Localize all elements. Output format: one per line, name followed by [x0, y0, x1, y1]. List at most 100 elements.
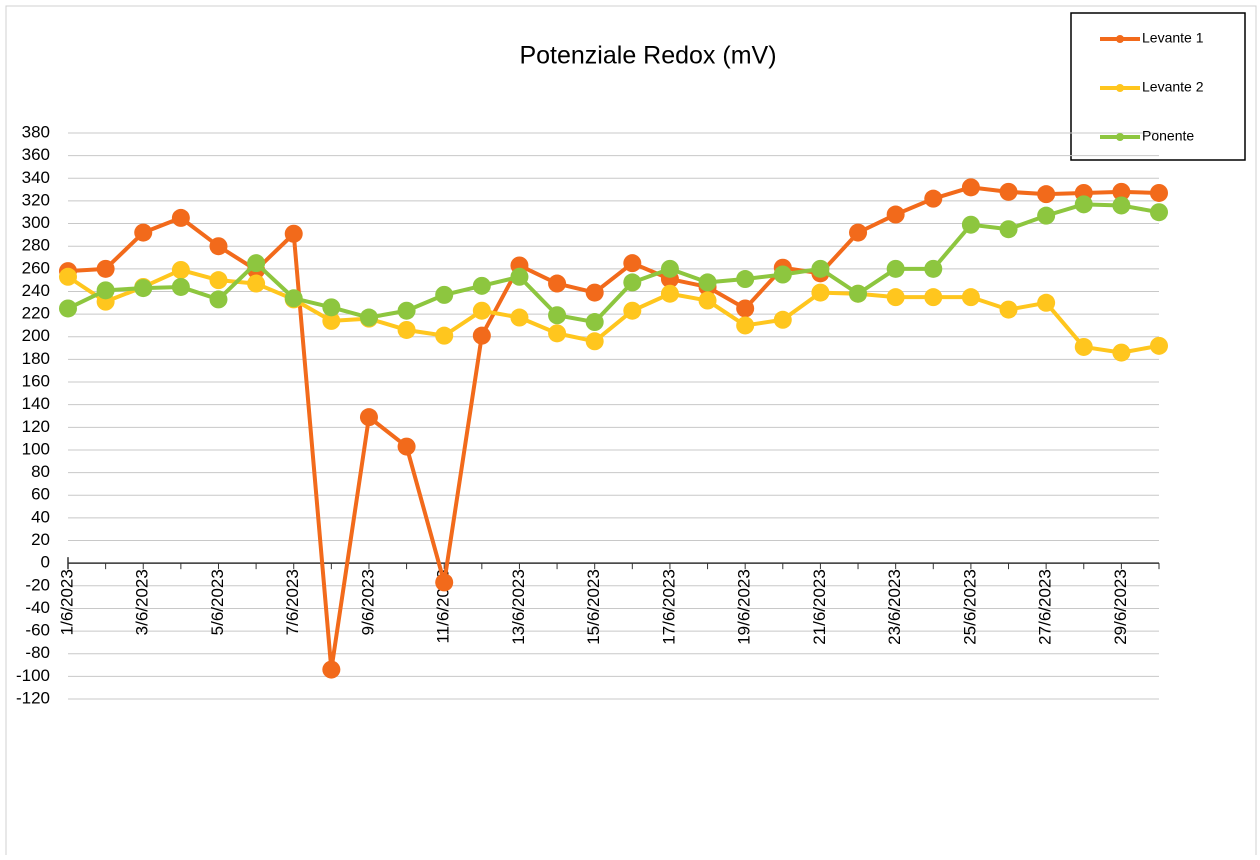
y-tick-label: 140	[22, 394, 50, 413]
data-point	[736, 270, 755, 289]
data-point	[548, 324, 567, 343]
y-tick-label: 360	[22, 145, 50, 164]
data-point	[698, 291, 717, 310]
x-tick-label: 23/6/2023	[885, 569, 904, 645]
data-point	[886, 205, 905, 224]
y-tick-label: 300	[22, 213, 50, 232]
y-tick-label: -60	[25, 621, 50, 640]
y-tick-label: 320	[22, 190, 50, 209]
y-tick-label: -40	[25, 598, 50, 617]
data-point	[623, 273, 642, 292]
data-point	[472, 326, 491, 345]
data-point	[924, 189, 943, 208]
x-tick-label: 9/6/2023	[358, 569, 377, 635]
data-point	[284, 224, 303, 243]
data-point	[134, 279, 153, 298]
data-point	[171, 277, 190, 296]
y-tick-label: 280	[22, 236, 50, 255]
data-point	[1112, 182, 1131, 201]
legend-label: Levante 1	[1142, 30, 1204, 46]
x-tick-label: 29/6/2023	[1111, 569, 1130, 645]
data-point	[698, 273, 717, 292]
data-point	[999, 300, 1018, 319]
data-point	[999, 220, 1018, 239]
chart-title: Potenziale Redox (mV)	[519, 42, 776, 70]
data-point	[96, 259, 115, 278]
legend-label: Ponente	[1142, 128, 1194, 144]
y-tick-label: -120	[16, 688, 50, 707]
y-tick-label: 0	[41, 553, 50, 572]
legend-label: Levante 2	[1142, 79, 1204, 95]
data-point	[1150, 183, 1168, 202]
legend-marker	[1116, 84, 1124, 92]
x-tick-label: 1/6/2023	[57, 569, 76, 635]
data-point	[811, 283, 830, 302]
data-point	[1037, 185, 1056, 204]
y-tick-label: 160	[22, 372, 50, 391]
data-point	[1112, 196, 1131, 215]
data-point	[96, 281, 115, 300]
data-point	[1150, 203, 1168, 222]
data-point	[209, 237, 228, 256]
y-tick-label: 20	[31, 530, 50, 549]
data-point	[171, 208, 190, 227]
data-point	[59, 299, 77, 318]
data-point	[435, 573, 454, 592]
data-point	[849, 284, 868, 303]
x-tick-label: 7/6/2023	[283, 569, 302, 635]
y-tick-label: 180	[22, 349, 50, 368]
data-point	[1112, 343, 1131, 362]
data-point	[397, 320, 416, 339]
data-point	[247, 274, 266, 293]
y-tick-label: -80	[25, 643, 50, 662]
data-point	[209, 271, 228, 290]
data-point	[1074, 337, 1093, 356]
data-point	[322, 660, 341, 679]
y-tick-label: 380	[22, 122, 50, 141]
y-tick-label: 120	[22, 417, 50, 436]
x-tick-label: 21/6/2023	[810, 569, 829, 645]
data-point	[359, 408, 378, 427]
data-point	[322, 298, 341, 317]
y-tick-label: 240	[22, 281, 50, 300]
data-point	[247, 254, 266, 273]
data-point	[585, 283, 604, 302]
data-point	[961, 288, 980, 307]
data-point	[397, 437, 416, 456]
data-point	[924, 288, 943, 307]
data-point	[849, 223, 868, 242]
legend-marker	[1116, 133, 1124, 141]
x-tick-label: 17/6/2023	[659, 569, 678, 645]
data-point	[961, 178, 980, 197]
data-point	[736, 299, 755, 318]
x-tick-label: 25/6/2023	[960, 569, 979, 645]
data-point	[623, 301, 642, 320]
data-point	[1037, 206, 1056, 225]
data-point	[660, 284, 679, 303]
x-tick-label: 13/6/2023	[509, 569, 528, 645]
data-point	[284, 289, 303, 308]
y-tick-label: 100	[22, 439, 50, 458]
y-tick-label: 260	[22, 258, 50, 277]
data-point	[209, 290, 228, 309]
data-point	[472, 301, 491, 320]
data-point	[623, 254, 642, 273]
data-point	[134, 223, 153, 242]
chart-frame	[5, 5, 1257, 860]
data-point	[736, 316, 755, 335]
y-tick-label: 220	[22, 304, 50, 323]
y-tick-label: 80	[31, 462, 50, 481]
data-point	[773, 310, 792, 329]
x-tick-label: 5/6/2023	[208, 569, 227, 635]
data-point	[510, 267, 529, 286]
data-point	[359, 308, 378, 327]
data-point	[548, 274, 567, 293]
data-point	[435, 326, 454, 345]
data-point	[548, 306, 567, 325]
y-tick-label: 340	[22, 168, 50, 187]
x-tick-label: 19/6/2023	[735, 569, 754, 645]
x-tick-label: 3/6/2023	[133, 569, 152, 635]
data-point	[660, 259, 679, 278]
data-point	[1150, 336, 1168, 355]
